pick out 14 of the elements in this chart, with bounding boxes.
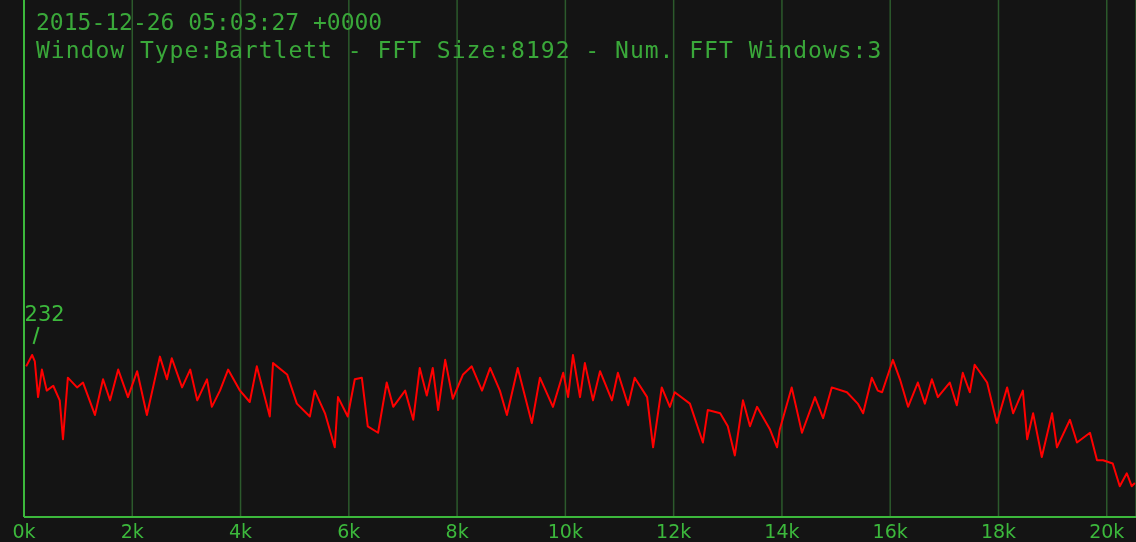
x-tick-label: 2k [120, 520, 144, 542]
x-tick-label: 18k [980, 520, 1017, 542]
x-tick-label: 10k [547, 520, 583, 542]
x-tick-label: 8k [445, 520, 469, 542]
x-tick-label: 20k [1089, 520, 1125, 542]
x-tick-label: 6k [337, 520, 361, 542]
x-tick-label: 0k [12, 520, 36, 542]
chart-title: 2015-12-26 05:03:27 +0000 [36, 8, 384, 36]
x-tick-label: 14k [764, 520, 800, 542]
x-tick-label: 12k [656, 520, 692, 542]
annotation: 232 [24, 302, 65, 326]
chart-subtitle: Window Type:Bartlett - FFT Size:8192 - Num. FFT Windows:3 [36, 36, 883, 64]
x-tick-label: 16k [872, 520, 908, 542]
x-tick-label: 4k [229, 520, 253, 542]
